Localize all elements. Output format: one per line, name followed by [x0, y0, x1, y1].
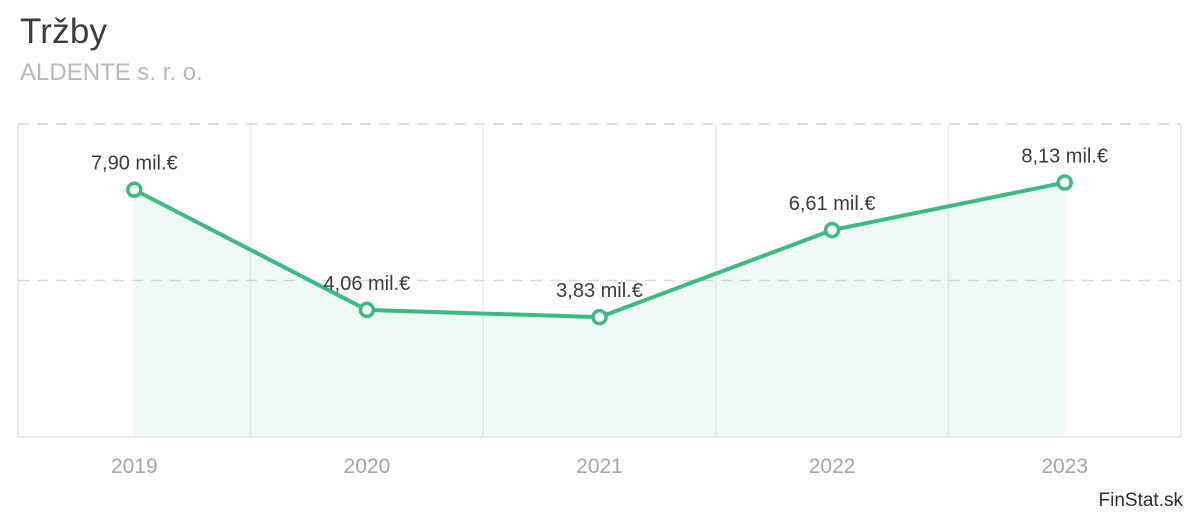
data-point-label: 6,61 mil.€ [789, 193, 876, 215]
data-point-label: 7,90 mil.€ [91, 153, 178, 175]
data-point-marker[interactable] [358, 301, 376, 319]
x-axis-label: 2019 [111, 455, 158, 478]
data-point-marker[interactable] [1056, 174, 1073, 191]
x-axis-label: 2021 [576, 455, 623, 478]
x-axis-label: 2020 [344, 455, 391, 478]
company-name: ALDENTE s. r. o. [20, 59, 203, 86]
data-point-marker[interactable] [126, 181, 143, 198]
area-fill [134, 182, 1065, 437]
x-axis-label: 2023 [1041, 455, 1088, 478]
finstat-brand-link[interactable]: FinStat.sk [1098, 490, 1183, 511]
x-axis-label: 2022 [809, 455, 856, 478]
data-point-label: 3,83 mil.€ [556, 280, 643, 302]
data-point-label: 8,13 mil.€ [1021, 146, 1108, 168]
data-point-marker[interactable] [823, 221, 841, 239]
data-point-marker[interactable] [591, 308, 608, 326]
page-title: Tržby [20, 12, 108, 51]
data-point-label: 4,06 mil.€ [324, 273, 411, 295]
chart-header: Tržby ALDENTE s. r. o. [20, 12, 203, 87]
